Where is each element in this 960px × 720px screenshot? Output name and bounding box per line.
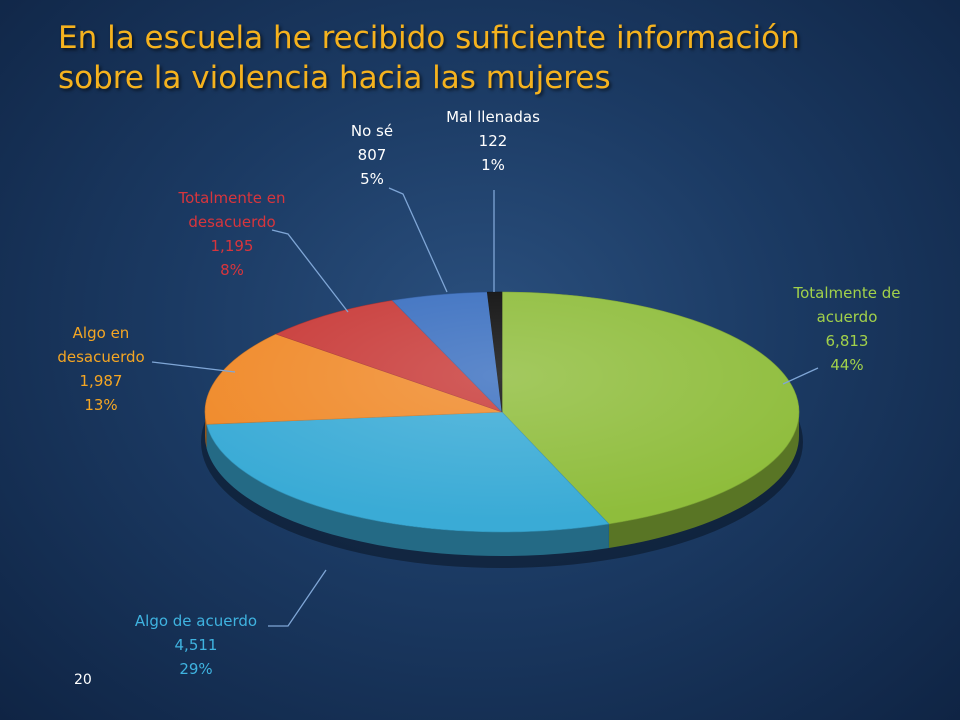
slice-label: Mal llenadas <box>446 108 540 126</box>
slice-percent-label: 1% <box>481 156 505 174</box>
slice-value-label: 4,511 <box>175 636 218 654</box>
slice-label: desacuerdo <box>188 213 275 231</box>
slice-percent-label: 5% <box>360 170 384 188</box>
slice-label: acuerdo <box>817 308 878 326</box>
slice-value-label: 122 <box>479 132 508 150</box>
slide-title-line-1: En la escuela he recibido suficiente inf… <box>58 20 800 56</box>
slice-value-label: 1,987 <box>80 372 123 390</box>
slice-label: Algo de acuerdo <box>135 612 257 630</box>
slice-label: Totalmente en <box>178 189 286 207</box>
slice-label: No sé <box>351 122 393 140</box>
slice-value-label: 1,195 <box>211 237 254 255</box>
slice-percent-label: 8% <box>220 261 244 279</box>
slice-label: desacuerdo <box>57 348 144 366</box>
leader-line <box>151 361 236 373</box>
slice-percent-label: 13% <box>84 396 117 414</box>
leader-line <box>388 187 448 293</box>
leader-line <box>271 229 349 313</box>
slice-percent-label: 44% <box>830 356 863 374</box>
slice-percent-label: 29% <box>179 660 212 678</box>
slice-value-label: 807 <box>358 146 387 164</box>
slice-label: Totalmente de <box>792 284 900 302</box>
leader-line <box>268 569 327 627</box>
slide-title: En la escuela he recibido suficiente inf… <box>58 18 938 98</box>
page-number: 20 <box>74 672 92 688</box>
slice-label: Algo en <box>73 324 130 342</box>
leader-line <box>782 367 819 385</box>
slide-title-line-2: sobre la violencia hacia las mujeres <box>58 60 611 96</box>
slice-value-label: 6,813 <box>826 332 869 350</box>
